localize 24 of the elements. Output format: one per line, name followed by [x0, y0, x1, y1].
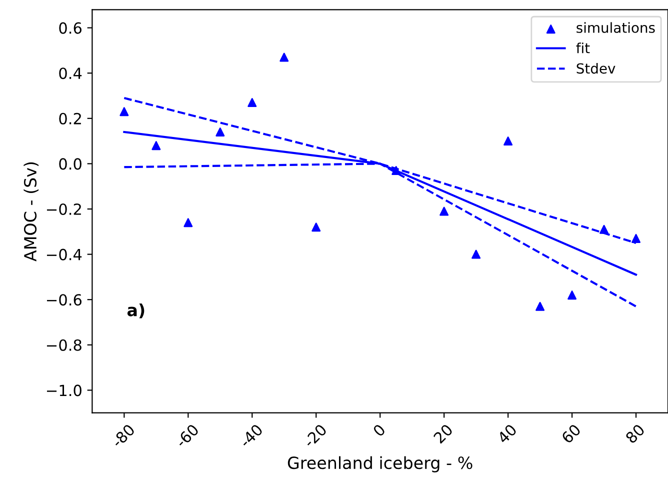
y-tick-label: −0.6 — [46, 294, 82, 306]
y-axis-title: AMOC - (Sv) — [24, 162, 39, 262]
y-tick-label: 0.0 — [59, 158, 82, 170]
x-tick-label: -20 — [302, 423, 328, 448]
y-tick-label: 0.6 — [59, 22, 82, 34]
y-tick-label: −1.0 — [46, 384, 82, 396]
y-tick-label: 0.4 — [59, 68, 82, 80]
x-tick-label: -60 — [174, 423, 200, 448]
x-tick-label: 20 — [432, 423, 454, 444]
x-tick-label: 40 — [496, 423, 518, 444]
y-tick-label: −0.2 — [46, 203, 81, 216]
x-tick-label: -80 — [110, 423, 136, 448]
x-tick-label: 0 — [372, 423, 386, 438]
x-tick-label: 80 — [624, 423, 646, 444]
legend-label: Stdev — [576, 62, 616, 74]
x-tick-label: -40 — [238, 423, 264, 448]
x-tick-label: 60 — [560, 423, 582, 444]
legend-label: simulations — [576, 22, 655, 33]
legend-label: fit — [576, 42, 590, 54]
y-tick-label: 0.2 — [59, 112, 81, 124]
y-tick-label: −0.8 — [46, 339, 82, 351]
annotation: a) — [127, 303, 144, 318]
y-tick-label: −0.4 — [46, 248, 82, 260]
x-axis-title: Greenland iceberg - % — [288, 456, 472, 472]
